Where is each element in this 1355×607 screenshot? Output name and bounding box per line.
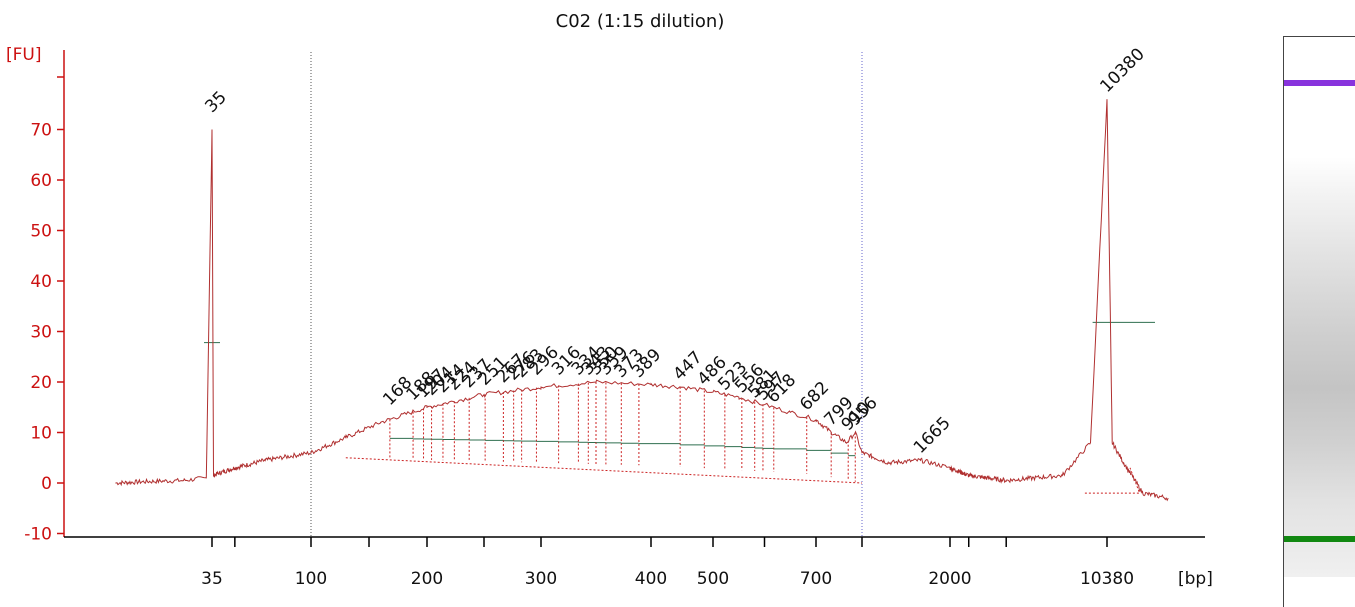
x-axis: 35 100 200 300 400 500 700 2000 10380 xyxy=(64,537,1205,589)
x-tick-label: 100 xyxy=(295,569,327,589)
peak-area-markers xyxy=(204,322,1155,493)
x-tick-label: 700 xyxy=(800,569,832,589)
x-tick-label: 2000 xyxy=(928,569,971,589)
upper-marker-area xyxy=(1085,468,1140,493)
y-tick-label: 30 xyxy=(30,323,52,343)
trace-line xyxy=(115,99,1168,500)
x-tick-label: 35 xyxy=(201,569,223,589)
region-boundary-lines xyxy=(311,52,862,537)
peak-label: 35 xyxy=(201,87,230,116)
peak-labels: 3516818819720421422423725126727628329631… xyxy=(201,44,1148,457)
peak-label: 10380 xyxy=(1096,44,1148,96)
y-tick-label: 0 xyxy=(41,474,52,494)
peak-label: 1665 xyxy=(910,413,955,458)
virtual-gel-lane xyxy=(1283,36,1355,607)
x-tick-label: 400 xyxy=(635,569,667,589)
gel-smear xyxy=(1284,157,1355,577)
y-tick-label: 20 xyxy=(30,373,52,393)
trace-series xyxy=(115,99,1168,500)
x-tick-label: 10380 xyxy=(1080,569,1134,589)
x-tick-label: 500 xyxy=(697,569,729,589)
gel-band xyxy=(1284,536,1355,542)
y-tick-label: -10 xyxy=(24,525,52,545)
x-axis-unit-label: [bp] xyxy=(1178,569,1213,589)
y-axis-unit-label: [FU] xyxy=(6,45,42,65)
x-tick-label: 200 xyxy=(411,569,443,589)
y-axis: -10 0 10 20 30 40 50 60 70 xyxy=(24,50,64,545)
y-tick-label: 40 xyxy=(30,272,52,292)
smear-baseline xyxy=(346,458,862,483)
gel-band xyxy=(1284,80,1355,86)
electropherogram-chart: C02 (1:15 dilution) [FU] [bp] -10 0 10 20 30… xyxy=(0,0,1283,607)
y-tick-label: 50 xyxy=(30,222,52,242)
y-tick-label: 60 xyxy=(30,171,52,191)
y-tick-label: 70 xyxy=(30,121,52,141)
x-tick-label: 300 xyxy=(525,569,557,589)
y-tick-label: 10 xyxy=(30,424,52,444)
chart-title: C02 (1:15 dilution) xyxy=(556,11,725,32)
